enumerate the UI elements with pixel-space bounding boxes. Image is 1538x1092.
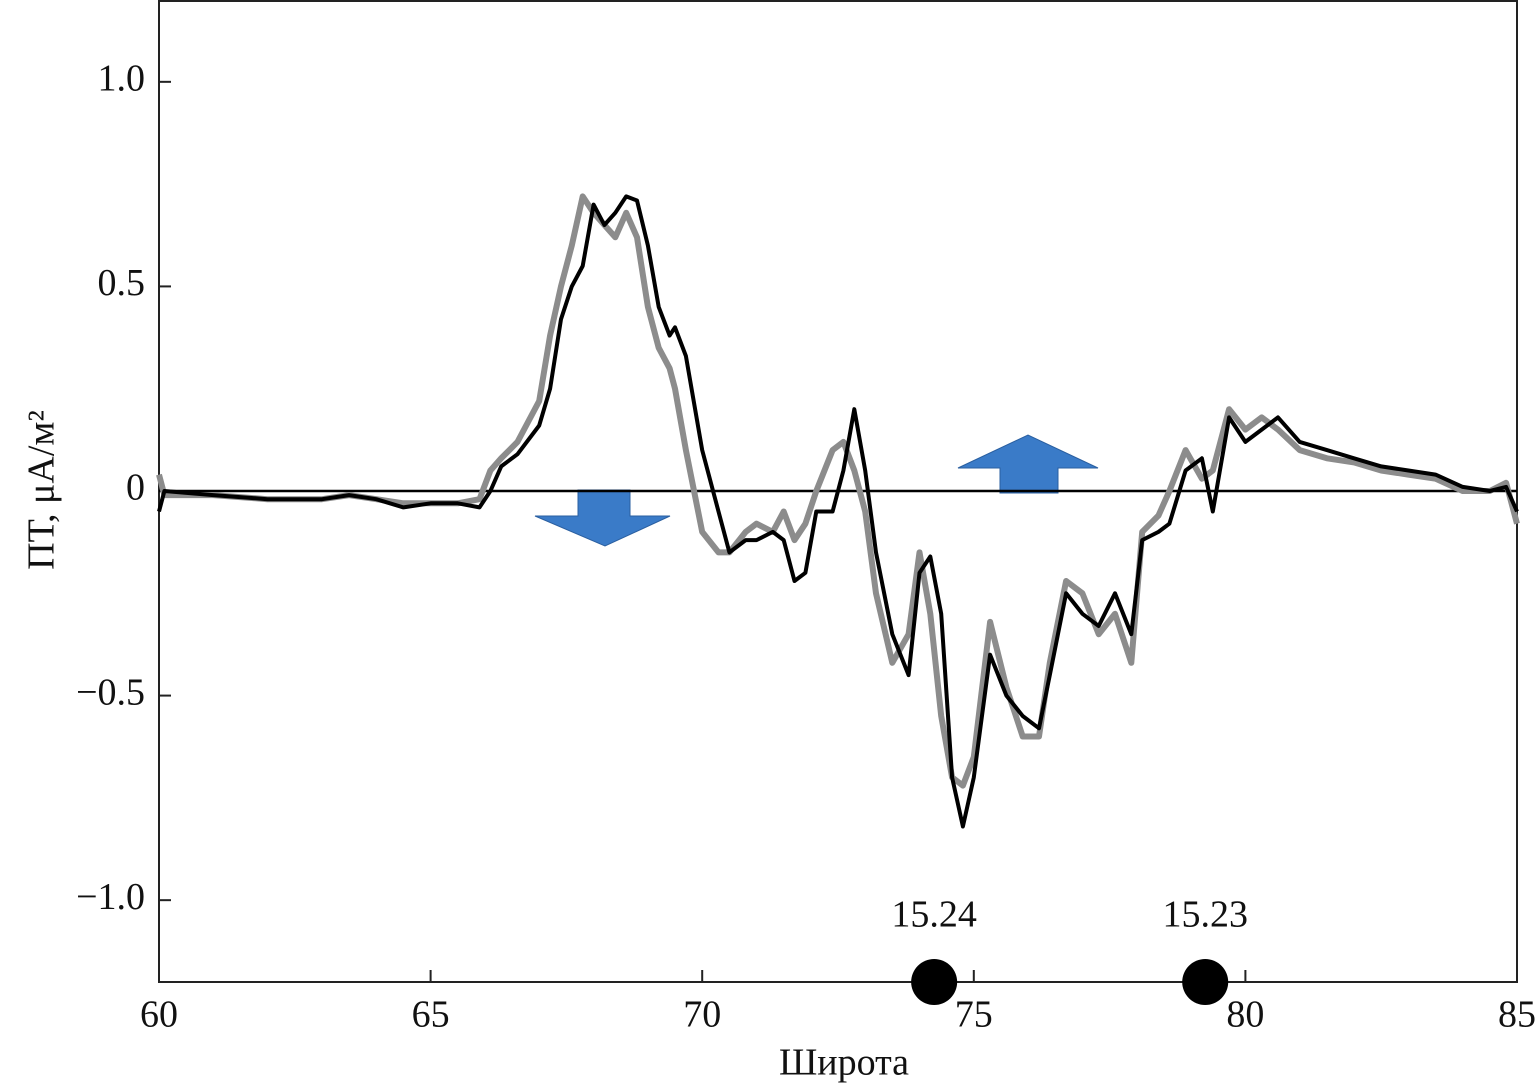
station-marker [1182, 959, 1229, 1005]
y-tick-label: −0.5 [76, 671, 145, 713]
data-line [156, 193, 1520, 789]
x-tick-label: 80 [1226, 994, 1264, 1036]
up-arrow [957, 434, 1099, 494]
y-tick-label: 0 [126, 467, 145, 509]
x-tick-label: 75 [955, 994, 993, 1036]
y-tick-label: 1.0 [98, 58, 146, 100]
x-tick-label: 60 [140, 994, 178, 1036]
station-marker [911, 959, 958, 1005]
y-tick-label: 0.5 [98, 262, 146, 304]
y-axis-title: ПТ, μА/м² [21, 410, 63, 570]
y-tick-label: −1.0 [76, 876, 145, 918]
station-label: 15.24 [891, 894, 977, 936]
data-line [157, 194, 1519, 829]
x-tick-label: 65 [412, 994, 450, 1036]
x-axis-title: Широта [779, 1042, 909, 1084]
down-arrow [534, 489, 671, 547]
x-tick-label: 85 [1498, 994, 1536, 1036]
station-label: 15.23 [1162, 894, 1248, 936]
x-tick-label: 70 [683, 994, 721, 1036]
